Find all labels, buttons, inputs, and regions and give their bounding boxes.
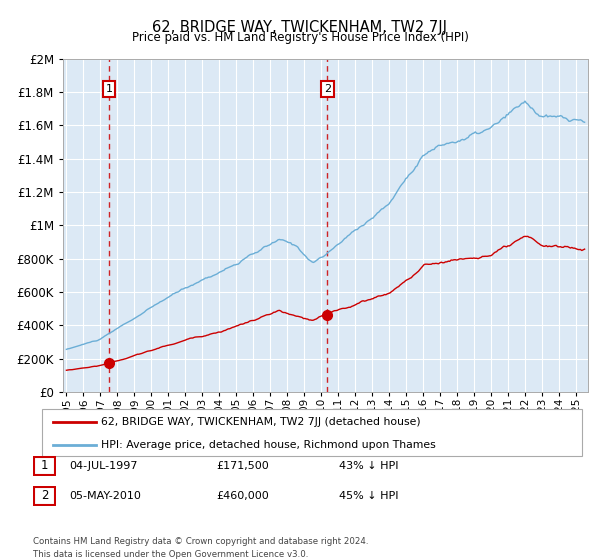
Text: 45% ↓ HPI: 45% ↓ HPI — [339, 491, 398, 501]
Text: 04-JUL-1997: 04-JUL-1997 — [69, 461, 137, 471]
Text: 2: 2 — [41, 489, 48, 502]
FancyBboxPatch shape — [34, 487, 55, 505]
Text: 1: 1 — [41, 459, 48, 473]
Text: 1: 1 — [106, 84, 112, 94]
Text: £171,500: £171,500 — [216, 461, 269, 471]
Text: HPI: Average price, detached house, Richmond upon Thames: HPI: Average price, detached house, Rich… — [101, 440, 436, 450]
Text: 05-MAY-2010: 05-MAY-2010 — [69, 491, 141, 501]
Text: 2: 2 — [323, 84, 331, 94]
Text: Price paid vs. HM Land Registry's House Price Index (HPI): Price paid vs. HM Land Registry's House … — [131, 31, 469, 44]
Text: Contains HM Land Registry data © Crown copyright and database right 2024.
This d: Contains HM Land Registry data © Crown c… — [33, 536, 368, 559]
FancyBboxPatch shape — [42, 409, 582, 456]
Text: 62, BRIDGE WAY, TWICKENHAM, TW2 7JJ: 62, BRIDGE WAY, TWICKENHAM, TW2 7JJ — [152, 20, 448, 35]
Text: 62, BRIDGE WAY, TWICKENHAM, TW2 7JJ (detached house): 62, BRIDGE WAY, TWICKENHAM, TW2 7JJ (det… — [101, 417, 421, 427]
FancyBboxPatch shape — [34, 457, 55, 475]
Text: 43% ↓ HPI: 43% ↓ HPI — [339, 461, 398, 471]
Text: £460,000: £460,000 — [216, 491, 269, 501]
